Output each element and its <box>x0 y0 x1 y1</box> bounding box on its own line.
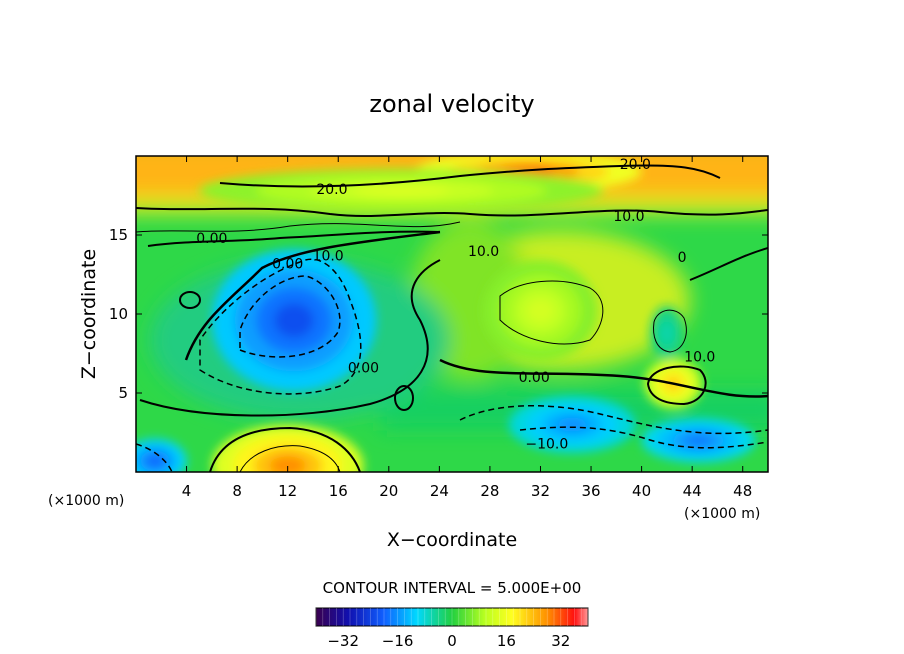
x-axis-unit-left: (×1000 m) <box>48 493 124 509</box>
contour-label: 10.0 <box>468 244 499 260</box>
contour-label: 0 <box>678 250 687 266</box>
contour-line <box>653 309 687 353</box>
x-axis-label: X−coordinate <box>387 529 517 551</box>
x-tick-label: 36 <box>581 482 600 500</box>
contour-label: 0.00 <box>519 370 550 386</box>
contour-line <box>239 275 341 358</box>
contour-label: 10.0 <box>313 249 344 265</box>
y-axis-ticks: 5 10 15 <box>109 226 768 402</box>
colorbar-ticks: −32 −16 0 16 32 <box>327 632 570 650</box>
field-feature <box>274 303 314 338</box>
colorbar-stripes <box>315 608 589 626</box>
field-feature <box>684 435 713 446</box>
x-tick-label: 16 <box>329 482 348 500</box>
contour-line <box>136 207 768 217</box>
contour-line <box>239 445 341 472</box>
contour-line <box>219 164 721 188</box>
x-tick-label: 44 <box>683 482 702 500</box>
field-feature <box>662 326 671 340</box>
contour-interval-text: CONTOUR INTERVAL = 5.000E+00 <box>323 579 582 597</box>
contour-label: 20.0 <box>316 182 347 198</box>
field-feature <box>526 298 555 323</box>
colorbar-tick-label: 32 <box>551 632 570 650</box>
x-tick-label: 8 <box>232 482 242 500</box>
contour-label: 10.0 <box>684 350 715 366</box>
x-tick-label: 40 <box>632 482 651 500</box>
x-tick-label: 48 <box>733 482 752 500</box>
contour-line <box>139 259 441 417</box>
contour-label-layer: 20.0 20.0 10.0 0.00 0.00 10.0 10.0 0 0.00 0.00 10.… <box>196 157 715 453</box>
contour-label: 0.00 <box>272 256 303 272</box>
contour-line <box>519 426 768 449</box>
x-axis-ticks: 4 8 12 16 20 24 28 32 36 40 44 48 <box>182 156 752 500</box>
y-tick-label: 15 <box>109 226 128 244</box>
field-feature <box>269 455 306 472</box>
contour-line <box>394 385 414 411</box>
contour-line <box>209 426 361 472</box>
contour-label: −10.0 <box>525 437 568 453</box>
colorbar-tick-label: 16 <box>497 632 516 650</box>
feature-layer <box>136 156 756 472</box>
contour-line <box>459 405 768 435</box>
x-tick-label: 28 <box>480 482 499 500</box>
colorbar-tick-label: 0 <box>447 632 457 650</box>
x-tick-label: 20 <box>379 482 398 500</box>
contour-line <box>184 230 441 361</box>
colorbar-tick-label: −16 <box>382 632 414 650</box>
contour-line <box>199 258 362 395</box>
y-tick-label: 5 <box>118 384 128 402</box>
plot-area: 20.0 20.0 10.0 0.00 0.00 10.0 10.0 0 0.00 0.00 10.… <box>136 156 768 472</box>
x-axis-unit-right: (×1000 m) <box>684 506 760 522</box>
contour-line <box>439 358 768 398</box>
field-feature <box>147 455 163 467</box>
field-feature <box>352 185 450 197</box>
contour-line <box>179 291 201 309</box>
contour-label: 10.0 <box>613 209 644 225</box>
contour-label: 0.00 <box>348 361 379 377</box>
field-feature <box>556 417 588 432</box>
contour-label: 20.0 <box>620 157 651 173</box>
contour-layer <box>136 164 768 472</box>
contour-line <box>147 230 441 247</box>
contour-line <box>689 247 768 281</box>
colorbar <box>315 607 589 627</box>
contour-line <box>136 221 461 233</box>
contour-line <box>646 365 707 406</box>
contour-line <box>499 280 604 345</box>
chart-title: zonal velocity <box>369 90 534 118</box>
contour-line <box>136 443 173 472</box>
x-tick-label: 4 <box>182 482 192 500</box>
y-tick-label: 10 <box>109 305 128 323</box>
colorbar-tick-label: −32 <box>327 632 359 650</box>
x-tick-label: 24 <box>430 482 449 500</box>
x-tick-label: 32 <box>531 482 550 500</box>
contour-label: 0.00 <box>196 231 227 247</box>
y-axis-label: Z−coordinate <box>78 249 100 379</box>
x-tick-label: 12 <box>278 482 297 500</box>
